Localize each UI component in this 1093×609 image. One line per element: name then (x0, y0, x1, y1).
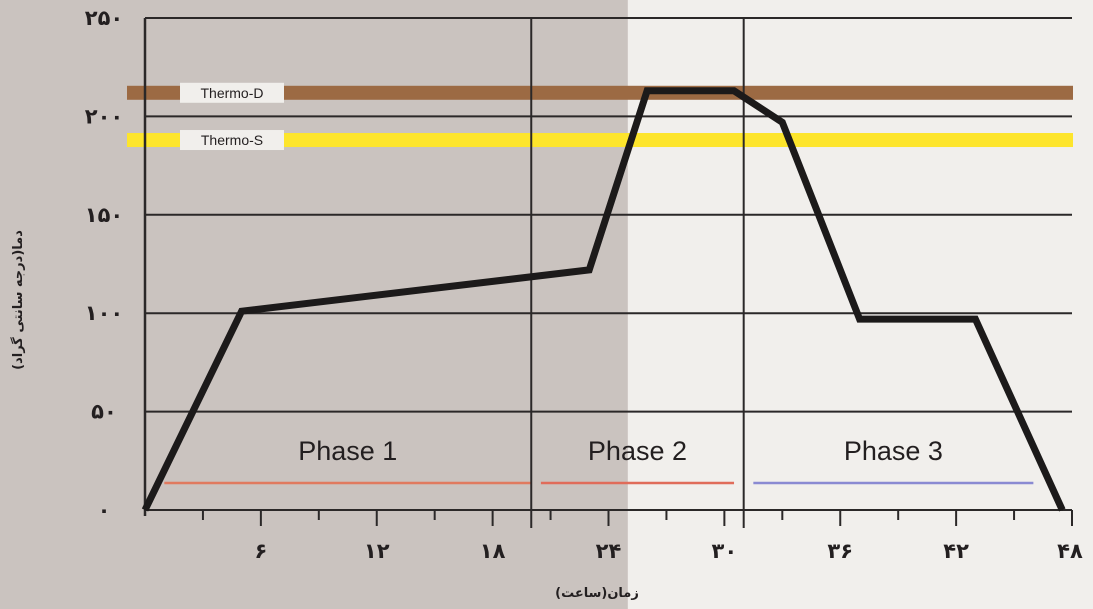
y-tick-label-5: ۲۵۰ (85, 6, 123, 30)
threshold-label-1: Thermo-S (201, 132, 263, 148)
y-tick-label-1: ۵۰ (91, 400, 117, 424)
x-tick-label-0: ۶ (254, 539, 267, 563)
tick-labels: ۰ ۵۰ ۱۰۰ ۱۵۰ ۲۰۰ ۲۵۰ ۶ ۱۲ ۱۸ ۲۴ ۳۰ ۳۶ ۴۲ ۴۸ (85, 6, 1083, 563)
series-point-0-4 (733, 90, 735, 92)
series-point-0-6 (859, 318, 861, 320)
series-layer (141, 87, 1066, 512)
series-point-0-1 (241, 310, 243, 312)
x-tick-label-5: ۳۶ (827, 539, 853, 563)
y-axis-label: دما(درجه سانتی گراد) (10, 230, 26, 370)
y-tick-label-2: ۱۰۰ (85, 301, 123, 325)
threshold-label-0: Thermo-D (200, 85, 263, 101)
threshold-label-bg-0 (180, 82, 284, 103)
threshold-label-bg-1 (180, 130, 284, 151)
phase-label-1: Phase 2 (588, 436, 687, 466)
series-point-0-3 (646, 90, 648, 92)
x-tick-label-3: ۲۴ (596, 539, 622, 563)
series-point-0-7 (974, 318, 976, 320)
x-tick-label-7: ۴۸ (1057, 539, 1083, 563)
x-tick-label-4: ۳۰ (712, 539, 738, 563)
phase-markers: Phase 1 Phase 2 Phase 3 (164, 436, 1034, 485)
y-tick-label-0: ۰ (98, 498, 111, 522)
x-tick-label-1: ۱۲ (364, 539, 390, 563)
threshold-band-1 (127, 133, 1073, 148)
x-axis-label: زمان(ساعت) (555, 586, 639, 601)
phase-label-2: Phase 3 (844, 436, 943, 466)
y-tick-label-4: ۲۰۰ (85, 104, 123, 128)
x-tick-label-2: ۱۸ (480, 539, 506, 563)
y-tick-label-3: ۱۵۰ (85, 203, 123, 227)
series-point-0-2 (588, 269, 590, 271)
threshold-band-0 (127, 85, 1073, 100)
axes (143, 18, 1073, 528)
series-point-0-8 (1061, 509, 1063, 511)
series-point-0-5 (781, 121, 783, 123)
phase-label-0: Phase 1 (298, 436, 397, 466)
x-tick-label-6: ۴۲ (943, 539, 969, 563)
threshold-bands: Thermo-D Thermo-S (127, 82, 1073, 151)
series-point-0-0 (144, 509, 146, 511)
